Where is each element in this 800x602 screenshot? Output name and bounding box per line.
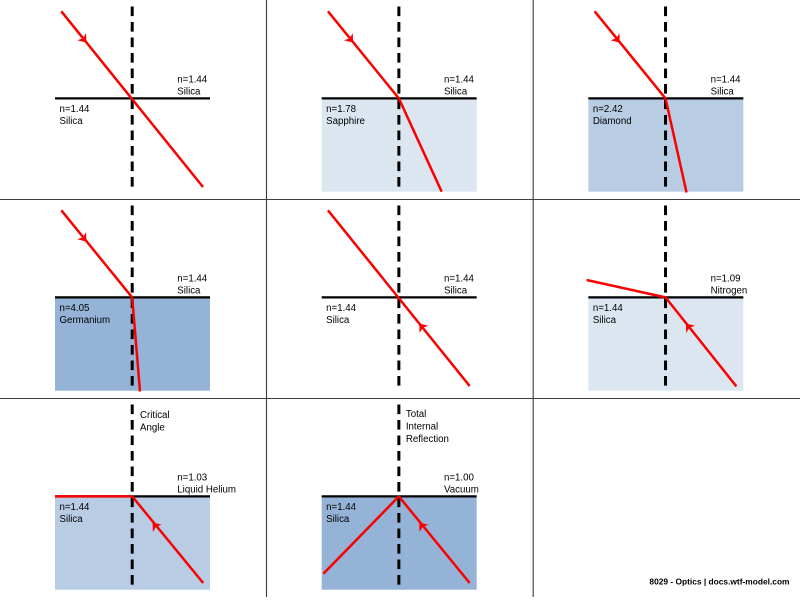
svg-text:n=1.44: n=1.44 [60,104,91,115]
svg-text:n=1.44: n=1.44 [593,303,624,314]
svg-text:Silica: Silica [177,87,201,98]
svg-text:Silica: Silica [326,514,350,525]
svg-text:Silica: Silica [444,286,468,297]
svg-text:n=1.44: n=1.44 [444,75,475,86]
svg-text:n=1.44: n=1.44 [711,75,742,86]
svg-text:Nitrogen: Nitrogen [711,286,748,297]
svg-text:Vacuum: Vacuum [444,485,479,496]
svg-text:n=1.78: n=1.78 [326,104,356,115]
svg-text:n=1.44: n=1.44 [177,75,208,86]
svg-text:n=1.44: n=1.44 [60,502,91,513]
svg-text:Silica: Silica [177,286,201,297]
svg-text:Silica: Silica [60,514,84,525]
svg-text:Diamond: Diamond [593,116,632,127]
svg-text:n=1.09: n=1.09 [711,274,741,285]
svg-text:n=1.03: n=1.03 [177,473,207,484]
svg-text:Total: Total [406,409,426,420]
svg-text:Silica: Silica [711,87,735,98]
svg-text:Critical: Critical [140,410,170,421]
svg-text:n=1.44: n=1.44 [326,303,357,314]
svg-text:Silica: Silica [60,116,84,127]
svg-text:Silica: Silica [326,315,350,326]
svg-text:Sapphire: Sapphire [326,116,365,127]
svg-text:n=1.00: n=1.00 [444,473,475,484]
svg-text:n=1.44: n=1.44 [444,274,475,285]
svg-text:Angle: Angle [140,422,165,433]
svg-text:n=2.42: n=2.42 [593,104,623,115]
svg-text:n=1.44: n=1.44 [177,274,208,285]
svg-text:8029 - Optics | docs.wtf-model: 8029 - Optics | docs.wtf-model.com [649,577,789,587]
svg-text:Reflection: Reflection [406,434,449,445]
svg-text:Internal: Internal [406,422,438,433]
svg-text:n=1.44: n=1.44 [326,502,357,513]
svg-text:Silica: Silica [593,315,617,326]
svg-text:Silica: Silica [444,87,468,98]
svg-text:Liquid Helium: Liquid Helium [177,485,236,496]
svg-text:n=4.05: n=4.05 [60,303,90,314]
svg-text:Germanium: Germanium [60,315,111,326]
